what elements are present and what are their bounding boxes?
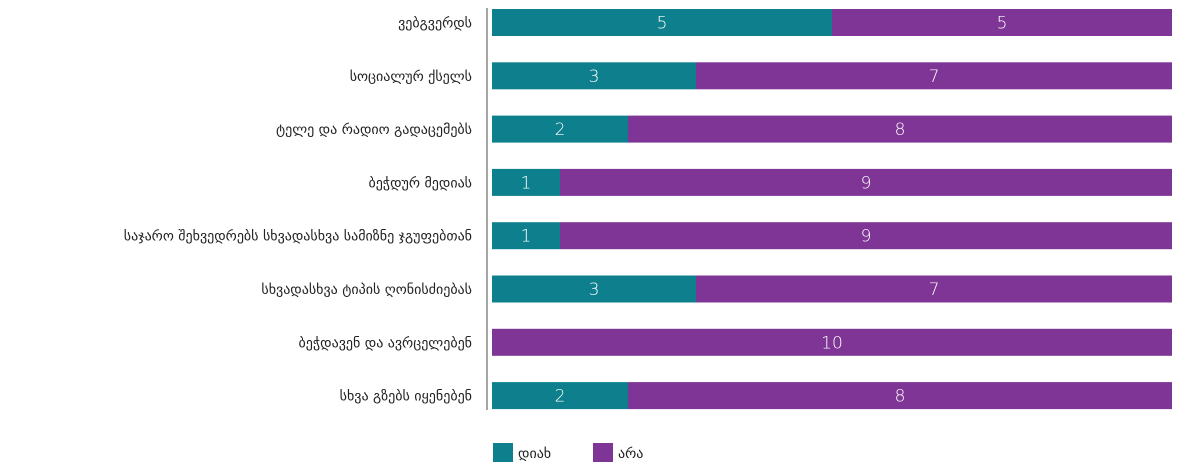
data-label: 7 bbox=[929, 67, 940, 87]
data-label: 10 bbox=[821, 333, 843, 353]
legend-swatch bbox=[593, 443, 613, 462]
bar-segment-no bbox=[628, 115, 1172, 143]
data-label: 9 bbox=[861, 227, 872, 247]
bar-segment-yes bbox=[492, 115, 628, 143]
data-label: 1 bbox=[521, 227, 532, 247]
bar-area: 5 5 3 7 2 8 1 9 1 9 3 7 10 2 8 bbox=[492, 9, 1172, 410]
legend: დიახ არა bbox=[493, 443, 643, 462]
data-label: 3 bbox=[589, 280, 600, 300]
bar-segment-yes bbox=[492, 222, 560, 250]
category-label: სხვა გზებს იყენებენ bbox=[340, 389, 472, 405]
bar-segment-yes bbox=[492, 9, 832, 36]
bar-segment-no bbox=[696, 62, 1172, 90]
data-label: 5 bbox=[657, 14, 668, 34]
category-label: საჯარო შეხვედრებს სხვადასხვა სამიზნე ჯგუ… bbox=[124, 228, 472, 245]
data-label: 5 bbox=[997, 14, 1008, 34]
data-label: 1 bbox=[521, 173, 532, 193]
category-label: ვებგვერდს bbox=[398, 15, 472, 32]
data-label: 2 bbox=[555, 387, 566, 407]
bar-segment-no bbox=[696, 275, 1172, 303]
bar-segment-no bbox=[560, 222, 1172, 250]
category-label: ტელე და რადიო გადაცემებს bbox=[276, 121, 472, 138]
bar-segment-no bbox=[560, 168, 1172, 196]
bar-segment-no bbox=[492, 328, 1172, 356]
data-label: 2 bbox=[555, 120, 566, 140]
bar-segment-no bbox=[628, 382, 1172, 410]
category-labels: ვებგვერდს სოციალურ ქსელს ტელე და რადიო გად… bbox=[124, 15, 472, 405]
category-label: ბეჭდურ მედიას bbox=[368, 174, 472, 191]
data-label: 3 bbox=[589, 67, 600, 87]
legend-swatch bbox=[493, 443, 513, 462]
bar-segment-yes bbox=[492, 382, 628, 410]
data-label: 9 bbox=[861, 173, 872, 193]
bar-segment-yes bbox=[492, 168, 560, 196]
data-label: 7 bbox=[929, 280, 940, 300]
category-label: ბეჭდავენ და ავრცელებენ bbox=[299, 334, 472, 351]
data-label: 8 bbox=[895, 120, 906, 140]
data-label: 8 bbox=[895, 387, 906, 407]
category-label: სოციალურ ქსელს bbox=[350, 68, 472, 85]
legend-label: დიახ bbox=[518, 446, 551, 462]
bar-segment-yes bbox=[492, 62, 696, 90]
bar-segment-yes bbox=[492, 275, 696, 303]
bar-segment-no bbox=[832, 9, 1172, 36]
category-label: სხვადასხვა ტიპის ღონისძიებას bbox=[261, 282, 472, 298]
legend-label: არა bbox=[618, 445, 643, 462]
